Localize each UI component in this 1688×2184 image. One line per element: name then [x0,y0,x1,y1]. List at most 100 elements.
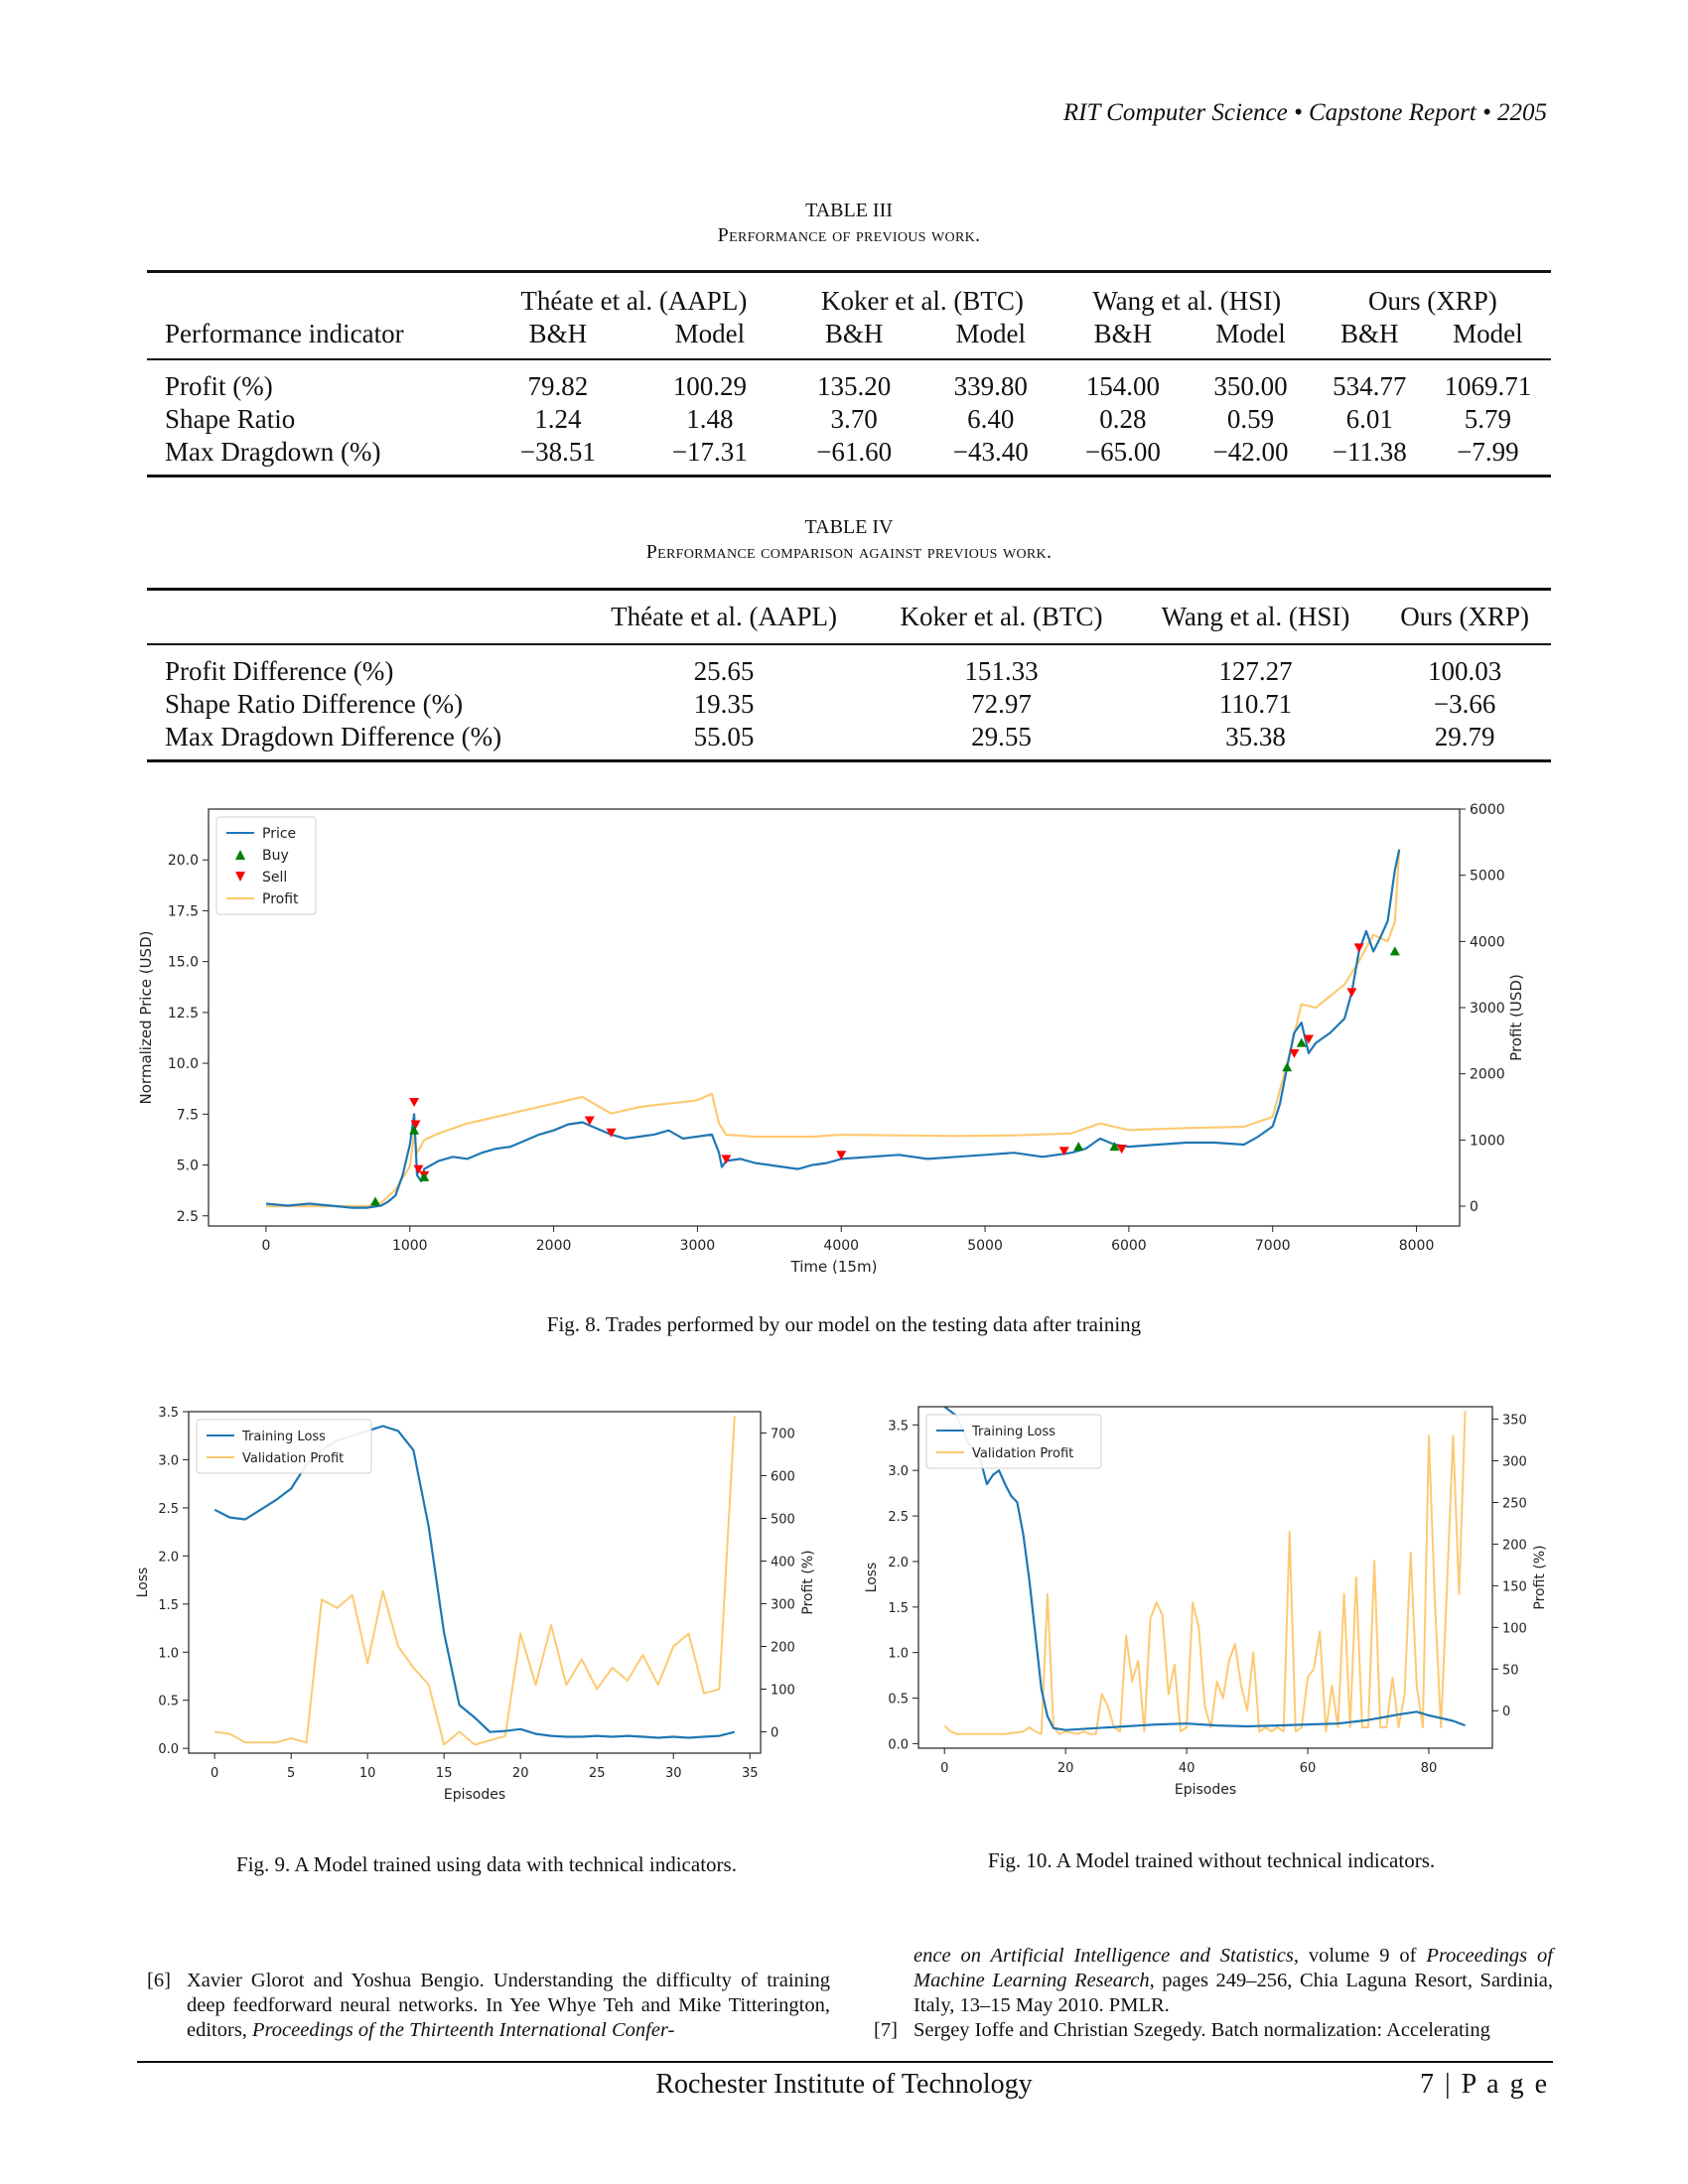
y-tick-label: 2.5 [888,1510,909,1525]
y2-tick-label: 150 [1502,1579,1527,1594]
table4-cell: 151.33 [964,656,1039,686]
table4-caption-block: TABLE IV Performance comparison against … [147,515,1551,565]
table3-cell: 1.48 [686,404,734,434]
sell-marker [1289,1048,1300,1058]
table3-cell: −42.00 [1212,437,1289,467]
table-row: Shape Ratio 1.24 1.48 3.70 6.40 0.28 0.5… [147,403,1551,436]
table3-row-header: Performance indicator [165,319,404,348]
running-header: RIT Computer Science • Capstone Report •… [1062,99,1547,126]
table-row: Max Dragdown (%) −38.51 −17.31 −61.60 −4… [147,436,1551,477]
y2-tick-label: 4000 [1470,934,1505,950]
legend-label: Validation Profit [242,1451,344,1466]
y2-axis-label: Profit (%) [1532,1545,1548,1609]
fig10-chart: 0 20 40 60 80 0.0 0.5 1.0 1.5 2.0 2.5 3.0 3.5 0 50 100 1… [864,1406,1548,1798]
x-tick-label: 20 [1057,1761,1074,1776]
table4-header: Ours (XRP) [1400,602,1529,631]
y-tick-label: 12.5 [168,1006,199,1022]
reference-6-col1: [6] Xavier Glorot and Yoshua Bengio. Und… [147,1969,830,2043]
legend-swatch-sell [235,872,245,882]
y-tick-label: 5.0 [177,1159,199,1174]
y2-tick-label: 400 [771,1556,795,1570]
x-tick-label: 30 [665,1766,682,1781]
table3-cell: 0.28 [1099,404,1147,434]
profit-series-line [943,1411,1467,1735]
x-tick-label: 15 [436,1766,453,1781]
y2-tick-label: 6000 [1470,802,1505,818]
profit-series-line [265,848,1401,1208]
x-axis-label: Time (15m) [790,1258,878,1276]
sell-marker [1303,1034,1314,1044]
table4-cell: 55.05 [693,722,755,751]
buy-marker [409,1125,420,1135]
y-tick-label: 17.5 [168,903,199,919]
table3-cell: 0.59 [1226,404,1275,434]
x-tick-label: 40 [1179,1761,1196,1776]
y2-tick-label: 350 [1502,1414,1527,1429]
y2-tick-label: 50 [1502,1663,1519,1678]
table3-caption-block: TABLE III Performance of previous work. [147,199,1551,248]
legend-label: Training Loss [241,1430,326,1444]
table-row: Profit Difference (%) 25.65 151.33 127.2… [147,644,1551,688]
table4-cell: 127.27 [1218,656,1293,686]
y2-tick-label: 250 [1502,1496,1527,1511]
y2-tick-label: 600 [771,1470,795,1485]
x-tick-label: 1000 [392,1238,428,1254]
y2-tick-label: 300 [1502,1455,1527,1470]
y-tick-label: 2.0 [888,1556,909,1570]
table4-cell: 19.35 [693,689,755,719]
table3-subheader: Model [1453,319,1523,348]
y2-tick-label: 0 [1502,1705,1510,1719]
sell-marker [409,1098,420,1108]
plot-frame [188,1411,762,1754]
legend-swatch-buy [235,850,245,860]
y2-tick-label: 200 [1502,1538,1527,1553]
plot-frame [208,808,1461,1227]
reference-6-continued: ence on Artificial Intelligence and Stat… [874,1944,1553,2018]
table3-cell: −43.40 [952,437,1029,467]
table3-cell: −38.51 [519,437,596,467]
buy-marker [419,1171,430,1181]
y-tick-label: 2.5 [177,1209,199,1225]
reference-venue: ence on Artificial Intelligence and Stat… [914,1945,1294,1967]
y-tick-label: 0.0 [888,1737,909,1752]
y-tick-label: 20.0 [168,853,199,869]
table3-group-1: Koker et al. (BTC) [820,286,1024,316]
y-tick-label: 1.0 [158,1646,179,1661]
table-row: Shape Ratio Difference (%) 19.35 72.97 1… [147,688,1551,721]
y-tick-label: 1.5 [888,1601,909,1616]
table4: Théate et al. (AAPL) Koker et al. (BTC) … [147,588,1551,762]
y-tick-label: 15.0 [168,955,199,971]
table3-cell: 6.01 [1345,404,1393,434]
y2-tick-label: 1000 [1470,1133,1505,1149]
reference-venue: Proceedings of the Thirteenth Internatio… [252,2019,675,2041]
y-tick-label: 0.5 [158,1695,179,1709]
y2-tick-label: 500 [771,1513,795,1528]
table-row: Max Dragdown Difference (%) 55.05 29.55 … [147,721,1551,761]
table3-subheader: B&H [824,319,884,348]
y2-tick-label: 0 [1470,1199,1478,1215]
fig10-caption: Fig. 10. A Model trained without technic… [987,1848,1436,1872]
reference-7: [7] Sergey Ioffe and Christian Szegedy. … [874,2018,1553,2043]
sell-marker [584,1116,595,1126]
table4-label: TABLE IV [804,516,894,538]
y2-tick-label: 5000 [1470,869,1505,885]
y-tick-label: 2.0 [158,1550,179,1565]
y2-tick-label: 300 [771,1598,795,1613]
reference-text: , pages 249–256, Chia Laguna Resort, Sar… [914,1970,1553,2016]
x-tick-label: 10 [359,1766,376,1781]
table3-cell: −7.99 [1457,437,1519,467]
legend-box [196,1419,372,1474]
table4-row-label: Shape Ratio Difference (%) [165,689,464,719]
plot-frame [917,1406,1493,1749]
x-tick-label: 5000 [967,1238,1003,1254]
y-axis-label: Loss [135,1568,151,1598]
reference-col2: ence on Artificial Intelligence and Stat… [874,1944,1553,2043]
fig8-chart: 0 1000 2000 3000 4000 5000 6000 7000 8000 2.5 5.0 7… [137,802,1525,1276]
sell-marker [721,1155,732,1164]
table3-cell: 339.80 [953,371,1028,401]
x-tick-label: 6000 [1111,1238,1147,1254]
reference-number: [7] [874,2019,898,2041]
table4-row-label: Max Dragdown Difference (%) [165,722,502,751]
table3-cell: −61.60 [816,437,893,467]
x-tick-label: 25 [589,1766,606,1781]
